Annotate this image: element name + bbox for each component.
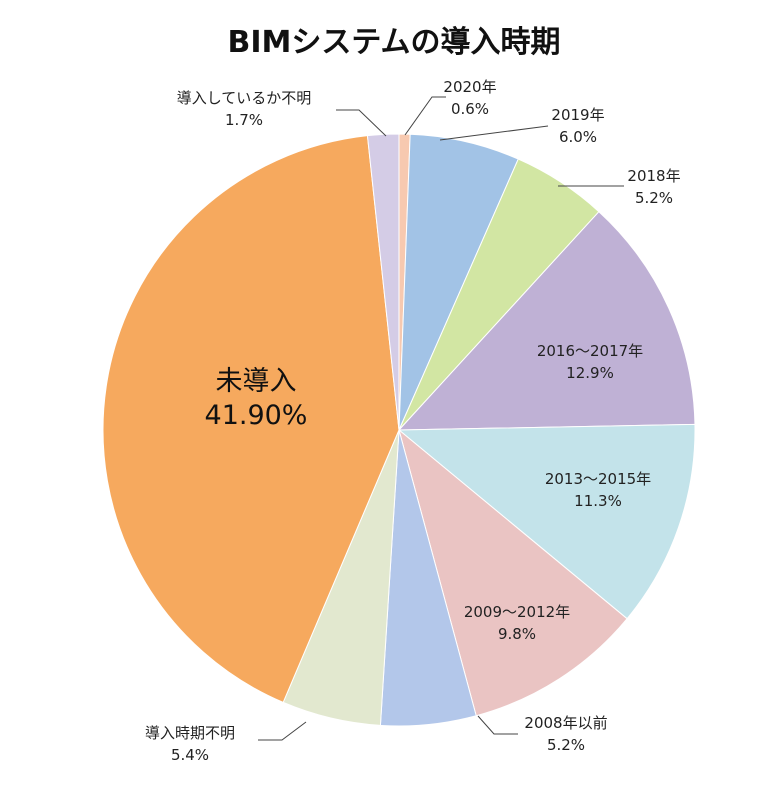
- pie-slices: [102, 133, 696, 727]
- leader-line: [404, 96, 446, 136]
- slice-label: 導入しているか不明: [177, 89, 312, 107]
- slice-percent-label: 41.90%: [205, 400, 308, 431]
- slice-label: 2009～2012年: [464, 603, 570, 621]
- slice-percent-label: 0.6%: [451, 100, 489, 118]
- slice-percent-label: 1.7%: [225, 111, 263, 129]
- chart-title: BIMシステムの導入時期: [228, 25, 561, 60]
- pie-slice: [397, 423, 696, 620]
- leader-line: [336, 109, 387, 137]
- pie-slice: [397, 210, 696, 431]
- slice-label: 2018年: [627, 167, 680, 185]
- slice-label: 2016～2017年: [537, 342, 643, 360]
- slice-percent-label: 6.0%: [559, 128, 597, 146]
- slice-percent-label: 5.2%: [547, 736, 585, 754]
- slice-label: 2019年: [551, 106, 604, 124]
- slice-label: 2020年: [443, 78, 496, 96]
- slice-percent-label: 12.9%: [566, 364, 614, 382]
- leader-line: [477, 715, 518, 735]
- leader-line: [439, 125, 549, 141]
- slice-label: 2013～2015年: [545, 470, 651, 488]
- slice-percent-label: 5.2%: [635, 189, 673, 207]
- pie-slice: [366, 133, 400, 431]
- slice-percent-label: 11.3%: [574, 492, 622, 510]
- slice-label: 未導入: [216, 366, 297, 397]
- pie-slice: [102, 135, 400, 704]
- slice-percent-label: 9.8%: [498, 625, 536, 643]
- pie-slice: [398, 428, 628, 717]
- slice-labels: 2020年 0.6% 2019年 6.0% 2018年 5.2% 2016～2017年 12.…: [145, 78, 681, 764]
- leader-line: [258, 721, 307, 741]
- slice-label: 導入時期不明: [145, 724, 235, 742]
- slice-label: 2008年以前: [524, 714, 607, 732]
- leader-lines: [258, 96, 624, 741]
- slice-percent-label: 5.4%: [171, 746, 209, 764]
